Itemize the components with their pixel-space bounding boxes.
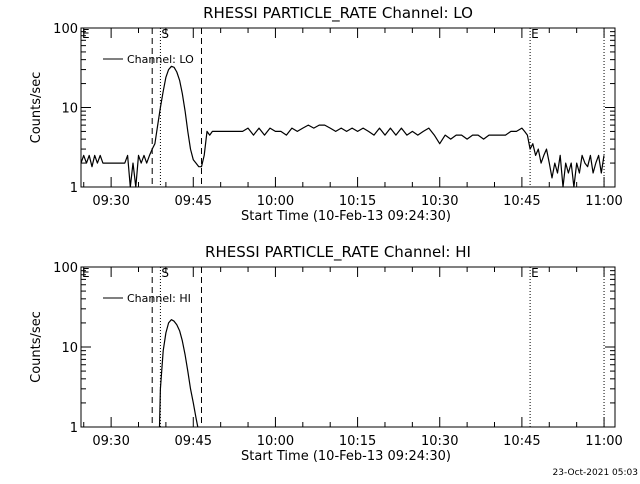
chart-title: RHESSI PARTICLE_RATE Channel: LO (203, 4, 473, 23)
marker-label: E (82, 27, 90, 41)
marker-label: E (82, 266, 90, 280)
x-tick-label: 10:00 (257, 434, 294, 449)
y-tick-label: 1 (70, 181, 78, 196)
y-tick-label: 1 (70, 421, 78, 436)
x-tick-label: 09:30 (92, 194, 129, 209)
plot-frame (80, 27, 616, 188)
marker-label: S (161, 27, 169, 41)
legend-entry: Channel: LO (127, 53, 194, 66)
panel-1: RHESSI PARTICLE_RATE Channel: LO 1 10 100 09… (29, 4, 623, 224)
y-tick-label: 10 (61, 102, 78, 117)
y-axis-label: Counts/sec (29, 72, 44, 144)
x-tick-label: 11:00 (585, 194, 622, 209)
footer-timestamp: 23-Oct-2021 05:03 (552, 468, 638, 478)
legend: Channel: LO (103, 53, 194, 66)
y-tick-label: 100 (53, 22, 78, 37)
y-axis-label: Counts/sec (29, 311, 44, 383)
legend-entry: Channel: HI (127, 292, 191, 305)
marker-label: E (531, 266, 539, 280)
x-tick-label: 09:30 (92, 434, 129, 449)
series-line-1 (158, 319, 199, 428)
x-tick-label: 09:45 (175, 194, 212, 209)
x-tick-label: 10:30 (421, 434, 458, 449)
x-axis-label: Start Time (10-Feb-13 09:24:30) (241, 449, 451, 464)
marker-label: E (531, 27, 539, 41)
x-tick-label: 10:00 (257, 194, 294, 209)
series-line-1 (80, 65, 605, 188)
x-tick-label: 10:15 (339, 194, 376, 209)
plot-frame (80, 266, 616, 428)
x-axis-label: Start Time (10-Feb-13 09:24:30) (241, 209, 451, 224)
x-tick-label: 09:45 (175, 434, 212, 449)
y-tick-label: 10 (61, 341, 78, 356)
y-tick-label: 100 (53, 261, 78, 276)
panel-2: RHESSI PARTICLE_RATE Channel: HI 1 10 100 09… (29, 243, 623, 464)
x-tick-label: 10:45 (503, 194, 540, 209)
x-tick-label: 10:45 (503, 434, 540, 449)
chart-title: RHESSI PARTICLE_RATE Channel: HI (205, 243, 471, 262)
x-tick-label: 10:15 (339, 434, 376, 449)
x-tick-label: 11:00 (585, 434, 622, 449)
marker-label: S (161, 266, 169, 280)
legend: Channel: HI (103, 292, 191, 305)
x-tick-label: 10:30 (421, 194, 458, 209)
